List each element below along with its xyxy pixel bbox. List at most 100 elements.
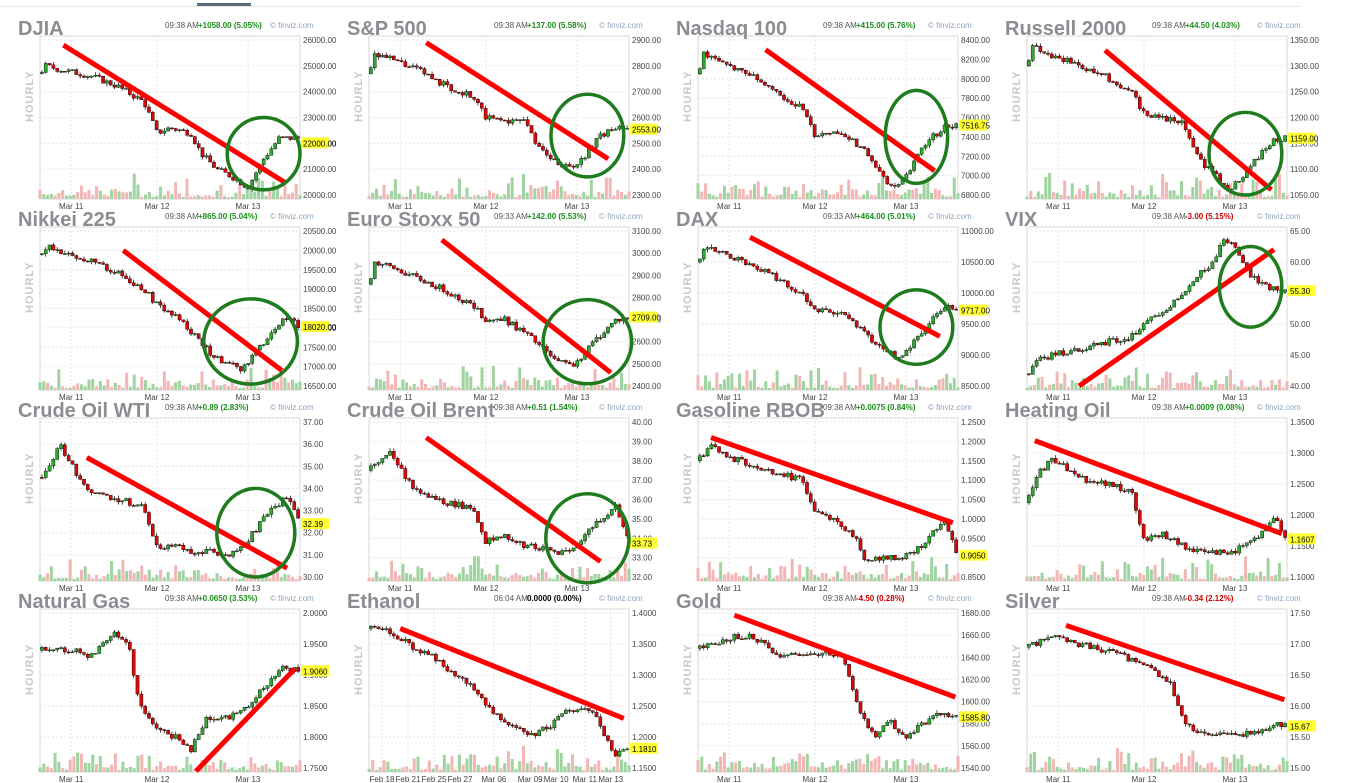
candle — [1103, 479, 1108, 489]
finviz-watermark[interactable]: © finviz.com — [270, 403, 314, 412]
finviz-watermark[interactable]: © finviz.com — [270, 212, 314, 221]
candle — [376, 260, 381, 267]
chart-title[interactable]: VIX — [1005, 209, 1038, 231]
candle — [1202, 156, 1207, 171]
finviz-watermark[interactable]: © finviz.com — [1257, 403, 1301, 412]
finviz-watermark[interactable]: © finviz.com — [1257, 212, 1301, 221]
finviz-watermark[interactable]: © finviz.com — [599, 212, 643, 221]
chart-title[interactable]: Crude Oil WTI — [18, 400, 151, 422]
chart-title[interactable]: Euro Stoxx 50 — [347, 209, 481, 231]
volume-bar — [933, 764, 937, 772]
finviz-watermark[interactable]: © finviz.com — [1257, 594, 1301, 603]
chart-title[interactable]: Russell 2000 — [1005, 18, 1127, 40]
chart-title[interactable]: Heating Oil — [1005, 400, 1111, 422]
finviz-watermark[interactable]: © finviz.com — [1257, 21, 1301, 30]
candle — [820, 510, 825, 515]
chart-title[interactable]: S&P 500 — [347, 18, 427, 40]
candle — [579, 358, 584, 363]
volume-bar — [253, 191, 257, 199]
volume-bar — [809, 190, 813, 199]
chart-panel-russell-2000[interactable]: 1350.00 1300.00 1250.00 1200.00 1150.00 1100.… — [987, 12, 1319, 211]
volume-bar — [854, 189, 858, 199]
y-tick-label: 16.50 — [1290, 671, 1311, 680]
finviz-watermark[interactable]: © finviz.com — [599, 594, 643, 603]
chart-panel-crude-oil-wti[interactable]: 37.00 36.00 35.00 34.00 33.00 32.00 31.00 30.00… — [0, 394, 330, 593]
chart-title[interactable]: Nikkei 225 — [18, 209, 116, 231]
chart-title[interactable]: Gold — [676, 591, 722, 613]
chart-panel-nikkei-225[interactable]: 20500.00 20000.00 19500.00 19000.00 18500.00… — [0, 203, 337, 402]
chart-title[interactable]: Ethanol — [347, 591, 421, 613]
chart-title[interactable]: Natural Gas — [18, 591, 131, 613]
candle — [215, 551, 220, 557]
chart-panel-s-p-500[interactable]: 2900.00 2800.00 2700.00 2600.00 2500.00 2400.… — [329, 12, 661, 211]
y-tick-label: 45.00 — [1290, 351, 1311, 360]
candle — [552, 549, 557, 554]
candle — [384, 52, 389, 59]
finviz-watermark[interactable]: © finviz.com — [599, 21, 643, 30]
finviz-watermark[interactable]: © finviz.com — [270, 21, 314, 30]
y-tick-label: 3100.00 — [632, 227, 661, 236]
candle — [1072, 345, 1077, 352]
chart-panel-natural-gas[interactable]: 2.00001.95001.90001.85001.80001.7500Mar … — [0, 585, 330, 783]
candle — [766, 467, 771, 472]
candle — [1252, 729, 1257, 736]
volume-bar — [918, 576, 922, 581]
candle — [560, 360, 564, 362]
chart-panel-crude-oil-brent[interactable]: 40.0039.0038.0037.0036.0035.0034.0033.00… — [329, 394, 659, 593]
chart-panel-gasoline-rbob[interactable]: 1.2500 1.2000 1.1500 1.1000 1.0500 1.0000 0.95… — [658, 394, 988, 593]
volume-bar — [1164, 371, 1168, 390]
volume-bar — [737, 188, 741, 199]
chart-panel-gold[interactable]: 1680.00 1660.00 1640.00 1620.00 1600.00 1580.… — [658, 585, 990, 783]
chart-panel-nasdaq-100[interactable]: 8400.00 8200.00 8000.00 7800.00 7600.00 7400.… — [658, 12, 990, 211]
active-tab-indicator[interactable] — [197, 3, 251, 6]
chart-panel-dax[interactable]: 11000.00 10500.00 10000.00 9500.00 9000.00 85… — [658, 203, 995, 402]
finviz-watermark[interactable]: © finviz.com — [928, 212, 972, 221]
volume-bar — [1225, 757, 1229, 772]
finviz-watermark[interactable]: © finviz.com — [599, 403, 643, 412]
candle — [721, 250, 725, 254]
chart-title[interactable]: DJIA — [18, 18, 64, 40]
y-tick-label: 1580.00 — [961, 720, 990, 729]
chart-panel-heating-oil[interactable]: 1.3500 1.3000 1.2500 1.2000 1.1500 1.1000 Mar … — [987, 394, 1317, 593]
candle — [1095, 480, 1100, 486]
finviz-watermark[interactable]: © finviz.com — [928, 594, 972, 603]
chart-title[interactable]: Gasoline RBOB — [676, 400, 825, 422]
volume-bar — [435, 385, 439, 390]
candle — [919, 330, 924, 337]
x-tick-label: Mar 13 — [236, 202, 261, 211]
volume-bar — [832, 576, 836, 581]
x-tick-label: Mar 11 — [573, 775, 598, 783]
highlight-circle — [225, 115, 302, 192]
chart-title[interactable]: DAX — [676, 209, 719, 231]
finviz-watermark[interactable]: © finviz.com — [928, 21, 972, 30]
last-price-label: 2553.00 — [632, 126, 661, 135]
chart-panel-djia[interactable]: 26000.0025000.0024000.0023000.0022000.00… — [0, 12, 337, 211]
candle — [223, 714, 228, 719]
candle — [721, 636, 725, 645]
chart-panel-ethanol[interactable]: 1.4000 1.3500 1.3000 1.2500 1.2000 1.1500 Feb … — [329, 585, 659, 783]
candle — [235, 548, 239, 553]
volume-bar — [1179, 181, 1183, 199]
volume-bar — [102, 767, 106, 772]
candle — [1038, 467, 1043, 478]
candle — [1252, 535, 1257, 543]
volume-bar — [159, 387, 163, 390]
candle — [231, 360, 235, 366]
volume-bar — [1221, 756, 1225, 772]
chart-panel-euro-stoxx-50[interactable]: 3100.003000.002900.002800.002700.002600.… — [329, 203, 661, 402]
chart-title[interactable]: Silver — [1005, 591, 1060, 613]
candle — [877, 164, 882, 172]
volume-bar — [170, 578, 174, 581]
chart-title[interactable]: Nasdaq 100 — [676, 18, 788, 40]
finviz-watermark[interactable]: © finviz.com — [928, 403, 972, 412]
candle — [736, 255, 740, 263]
volume-bar — [1217, 577, 1221, 581]
volume-bar — [1285, 577, 1289, 581]
candle — [893, 182, 897, 189]
chart-title[interactable]: Crude Oil Brent — [347, 400, 495, 422]
chart-panel-silver[interactable]: 17.50 17.00 16.50 16.00 15.50 15.00 Mar 11 Mar … — [987, 585, 1317, 783]
quote-time: 09:38 AM — [1152, 594, 1186, 603]
finviz-watermark[interactable]: © finviz.com — [270, 594, 314, 603]
candle — [460, 500, 465, 510]
